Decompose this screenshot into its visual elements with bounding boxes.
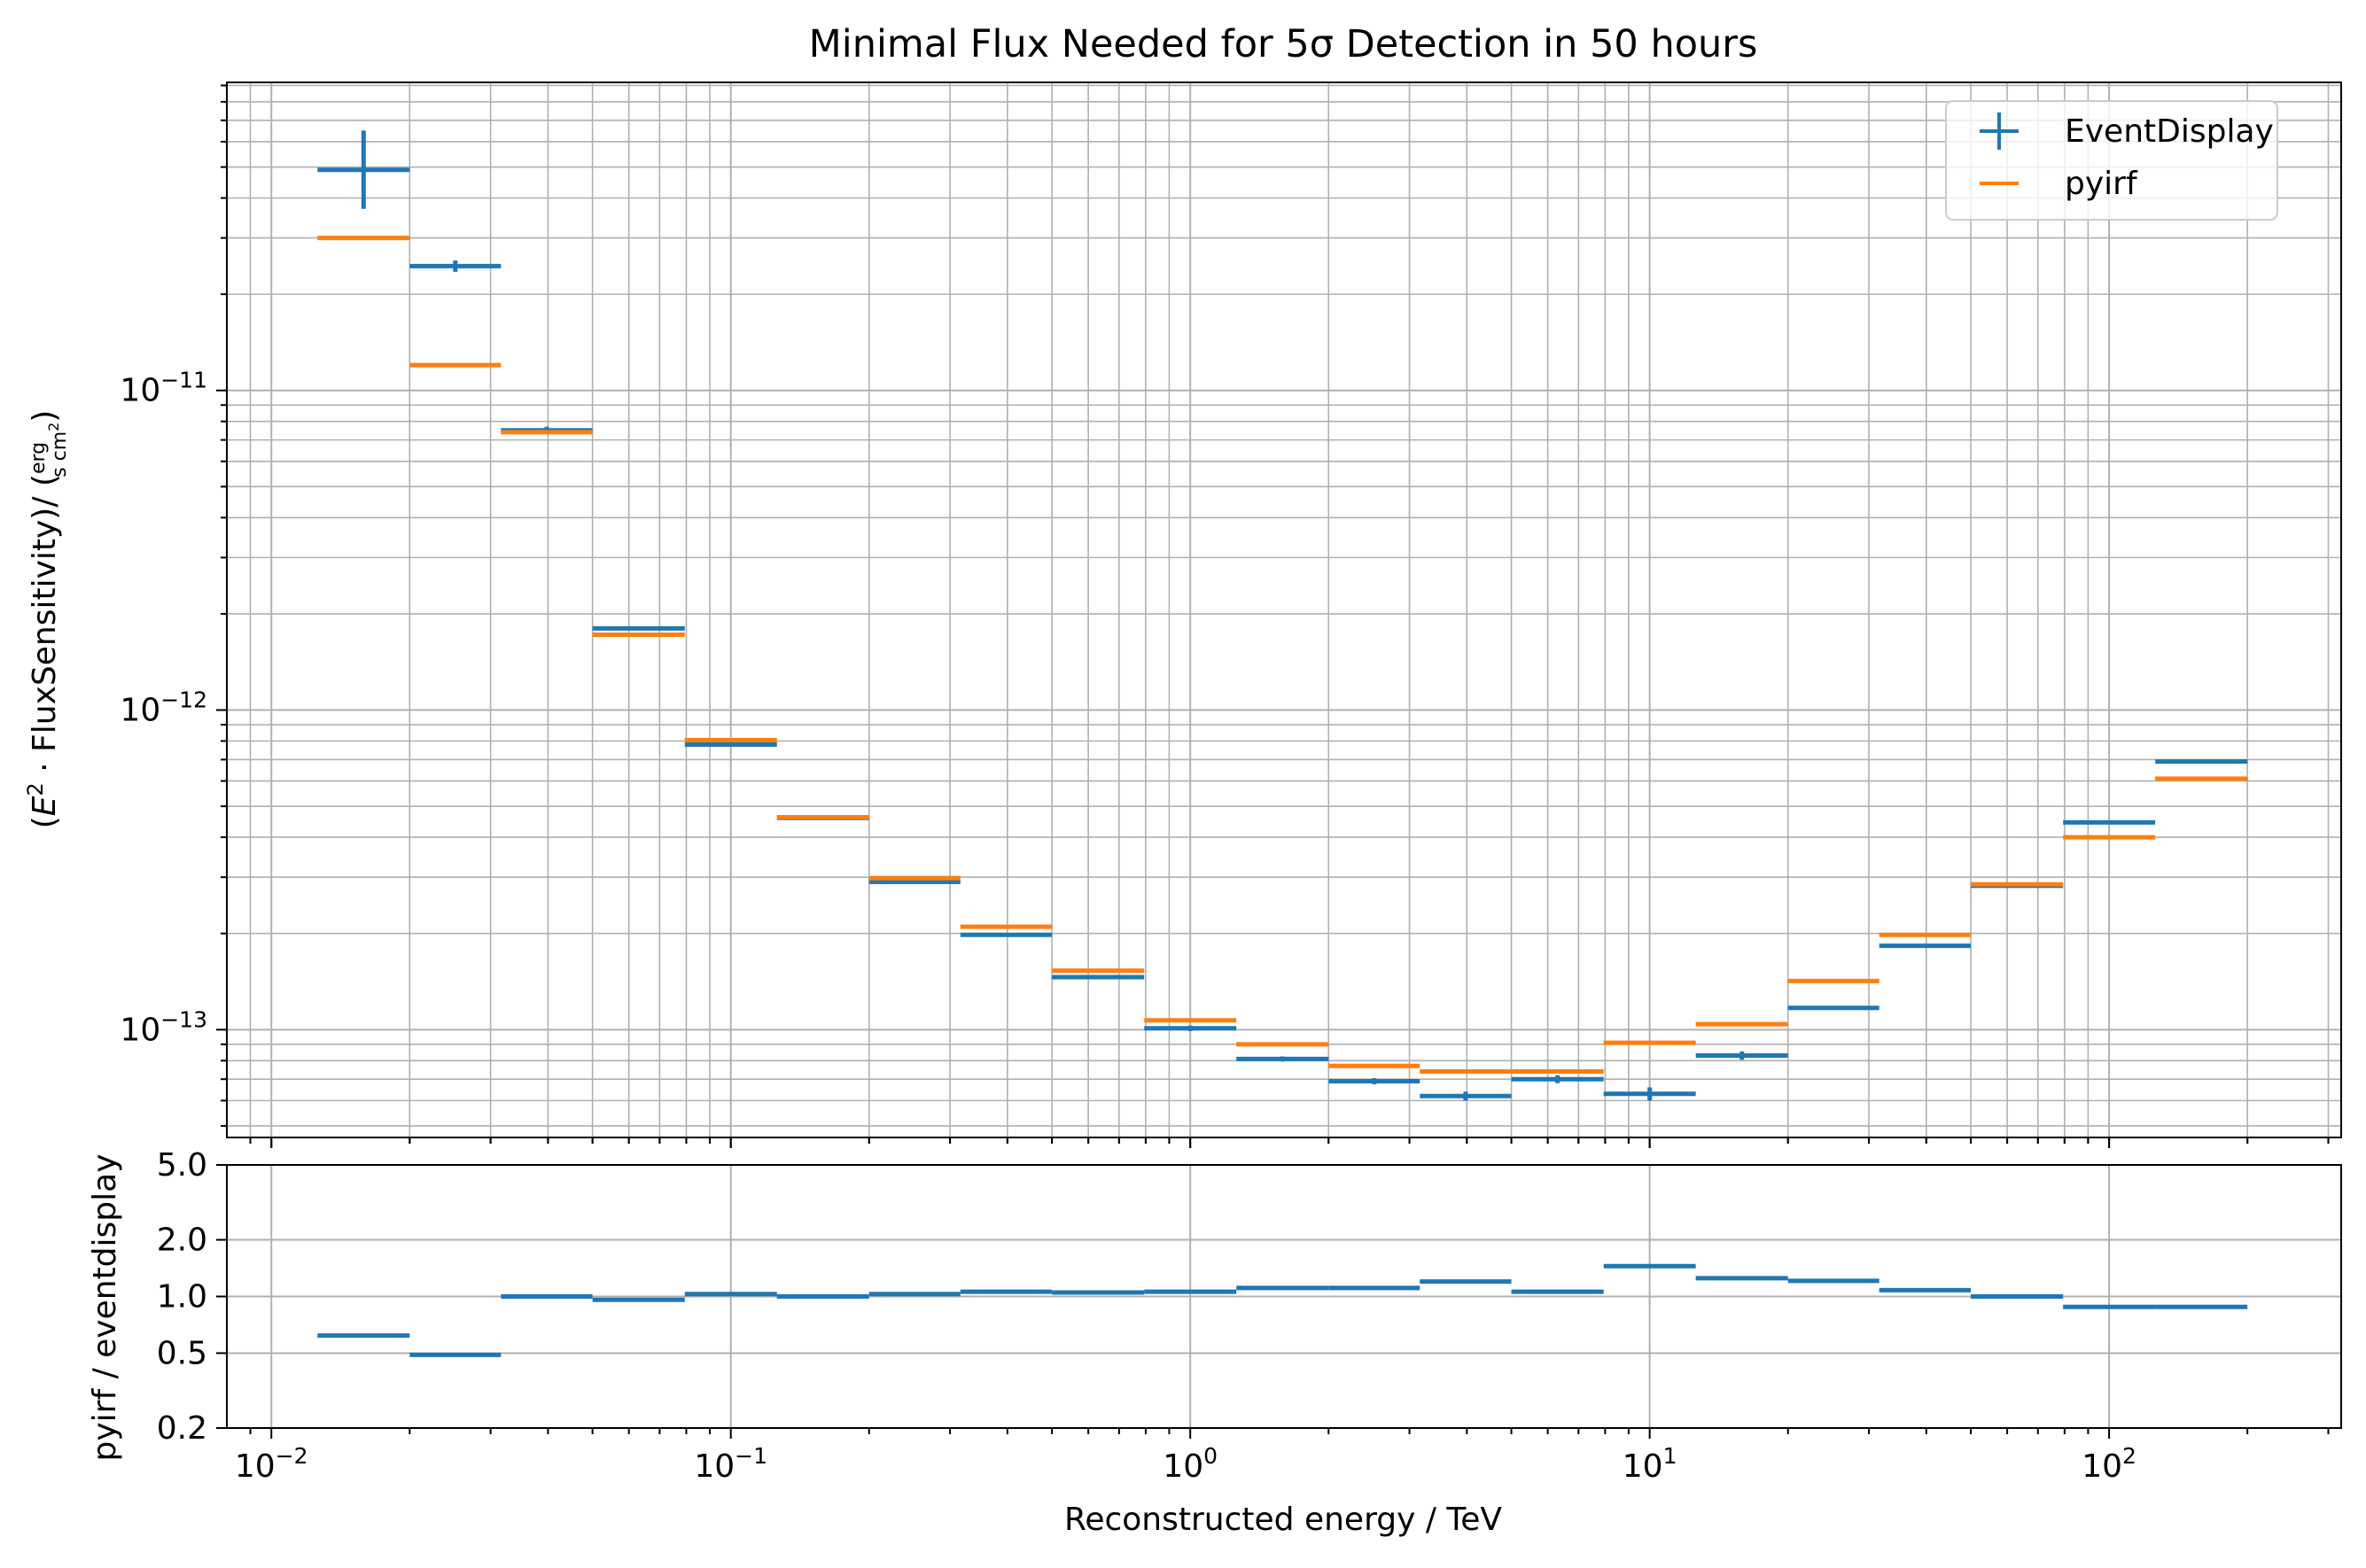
ratio-y-tick-label: 0.5 (157, 1335, 207, 1371)
main-plot-panel: 10−11 10−12 10−13 (120, 82, 2342, 1148)
x-axis-label: Reconstructed energy / TeV (1064, 1502, 1502, 1538)
chart-title: Minimal Flux Needed for 5σ Detection in … (809, 22, 1758, 66)
main-y-tick-label: 10−12 (120, 687, 207, 729)
legend-label-pyirf: pyirf (2065, 166, 2138, 202)
legend-box (1945, 100, 2278, 221)
main-gridlines (227, 82, 2341, 1137)
legend-label-eventdisplay: EventDisplay (2065, 113, 2274, 150)
ratio-y-tick-label: 1.0 (157, 1279, 207, 1316)
x-tick-label: 101 (1623, 1443, 1677, 1485)
legend: EventDisplay pyirf (1945, 100, 2278, 221)
x-tick-label: 10−2 (235, 1443, 308, 1485)
x-tick-label: 100 (1163, 1443, 1218, 1485)
main-data-marks (317, 130, 2248, 1101)
legend-marker-eventdisplay (1980, 113, 2019, 150)
ratio-y-tick-label: 2.0 (157, 1223, 207, 1259)
main-y-tick-label: 10−13 (120, 1006, 207, 1048)
x-tick-label: 102 (2082, 1443, 2136, 1485)
ratio-y-tick-label: 5.0 (157, 1147, 207, 1184)
ratio-axis-ticks: 0.2 0.5 1.0 2.0 5.0 10−2 10−1 100 101 102 (157, 1137, 2330, 1485)
ratio-data-marks (317, 1263, 2248, 1357)
main-y-tick-label: 10−11 (120, 368, 207, 409)
main-plot-frame (226, 82, 2342, 1138)
main-y-axis-label: (E2 · FluxSensitivity)/ (ergs cm2) (23, 410, 71, 829)
ratio-y-tick-label: 0.2 (157, 1410, 207, 1447)
ratio-y-axis-label: pyirf / eventdisplay (87, 1153, 123, 1461)
x-tick-label: 10−1 (694, 1443, 767, 1485)
ratio-plot-panel: 0.2 0.5 1.0 2.0 5.0 10−2 10−1 100 101 102 (157, 1137, 2342, 1485)
